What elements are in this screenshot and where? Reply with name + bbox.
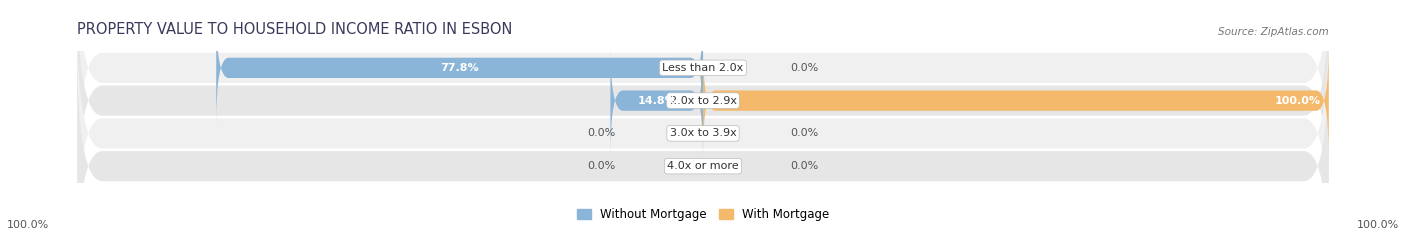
FancyBboxPatch shape bbox=[77, 17, 1329, 234]
FancyBboxPatch shape bbox=[77, 50, 1329, 234]
Text: 77.8%: 77.8% bbox=[440, 63, 479, 73]
FancyBboxPatch shape bbox=[217, 12, 703, 123]
FancyBboxPatch shape bbox=[703, 45, 1329, 156]
Text: PROPERTY VALUE TO HOUSEHOLD INCOME RATIO IN ESBON: PROPERTY VALUE TO HOUSEHOLD INCOME RATIO… bbox=[77, 22, 513, 37]
FancyBboxPatch shape bbox=[77, 0, 1329, 217]
Text: 4.0x or more: 4.0x or more bbox=[668, 161, 738, 171]
Text: 100.0%: 100.0% bbox=[7, 220, 49, 230]
Legend: Without Mortgage, With Mortgage: Without Mortgage, With Mortgage bbox=[572, 203, 834, 226]
Text: 100.0%: 100.0% bbox=[1274, 96, 1320, 106]
Text: 100.0%: 100.0% bbox=[1357, 220, 1399, 230]
Text: Less than 2.0x: Less than 2.0x bbox=[662, 63, 744, 73]
Text: 0.0%: 0.0% bbox=[790, 128, 818, 138]
Text: Source: ZipAtlas.com: Source: ZipAtlas.com bbox=[1218, 27, 1329, 37]
Text: 0.0%: 0.0% bbox=[790, 161, 818, 171]
Text: 14.8%: 14.8% bbox=[637, 96, 676, 106]
Text: 0.0%: 0.0% bbox=[588, 128, 616, 138]
FancyBboxPatch shape bbox=[77, 0, 1329, 184]
Text: 3.0x to 3.9x: 3.0x to 3.9x bbox=[669, 128, 737, 138]
FancyBboxPatch shape bbox=[610, 45, 703, 156]
Text: 0.0%: 0.0% bbox=[790, 63, 818, 73]
Text: 0.0%: 0.0% bbox=[588, 161, 616, 171]
Text: 2.0x to 2.9x: 2.0x to 2.9x bbox=[669, 96, 737, 106]
